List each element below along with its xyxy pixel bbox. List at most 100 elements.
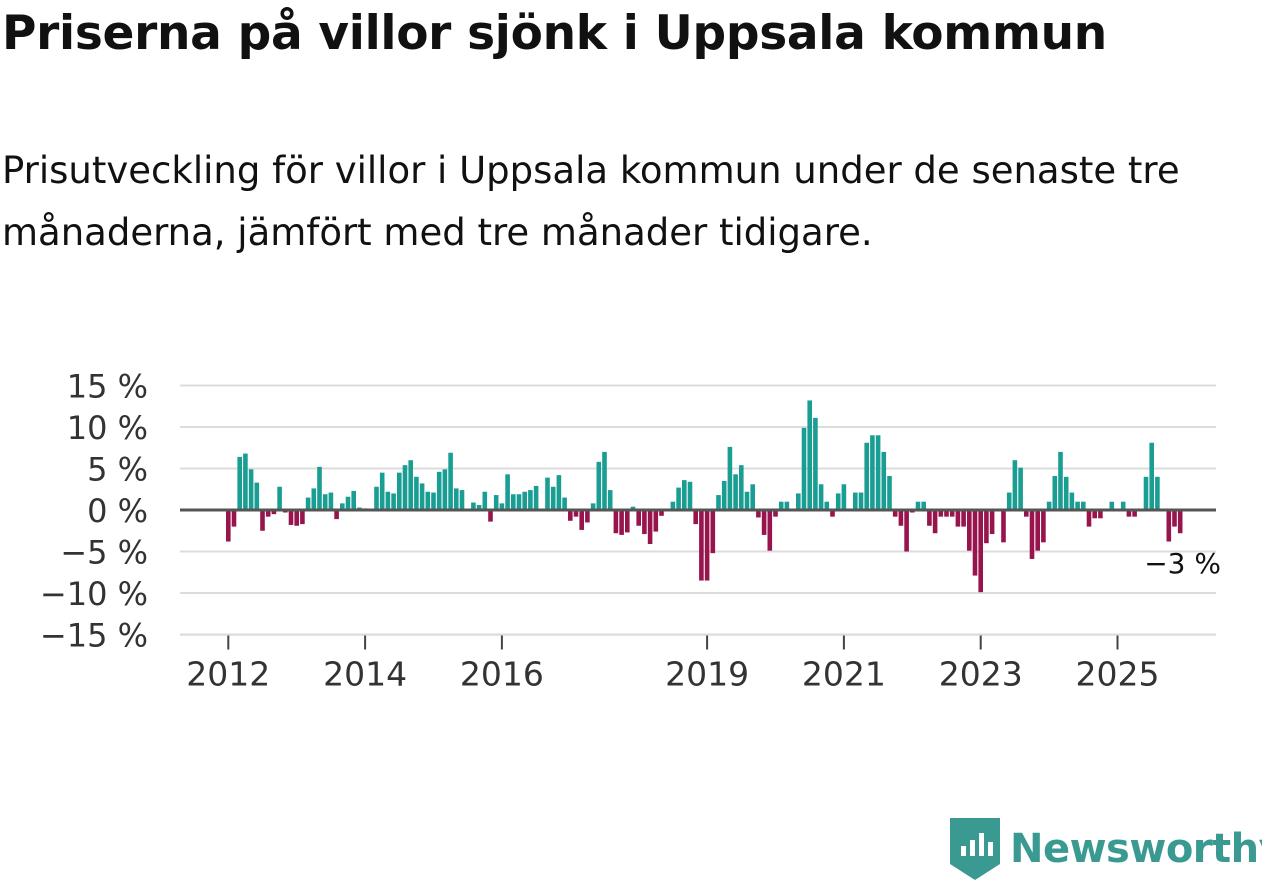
bar <box>243 453 248 510</box>
bar <box>311 488 317 510</box>
bar <box>499 503 505 510</box>
x-tick-label: 2023 <box>939 655 1023 694</box>
bar <box>949 510 955 517</box>
bar <box>835 493 841 510</box>
bar <box>505 474 510 510</box>
bar <box>938 510 944 517</box>
bar <box>1041 510 1046 543</box>
bar <box>750 484 755 510</box>
bar <box>533 485 539 510</box>
bar <box>670 501 676 510</box>
bar <box>921 501 926 510</box>
bar <box>397 472 402 510</box>
bar <box>1058 451 1063 510</box>
bar <box>699 510 704 581</box>
chart-title: Priserna på villor sjönk i Uppsala kommu… <box>2 6 1107 61</box>
bar <box>1052 475 1058 510</box>
bar <box>414 476 419 510</box>
bar <box>1092 510 1097 519</box>
bar <box>892 510 898 517</box>
bar <box>1035 510 1040 551</box>
bar <box>1120 501 1126 510</box>
bar <box>642 510 647 535</box>
bar <box>1172 510 1177 527</box>
bar <box>402 465 408 510</box>
bar-chart: 15 %10 %5 %0 %−5 %−10 %−15 % 2012 2014 201… <box>40 368 1221 694</box>
bar <box>277 486 282 510</box>
bar <box>693 510 698 525</box>
bar <box>254 482 260 510</box>
bar <box>482 491 488 510</box>
bar <box>1024 510 1029 517</box>
bar <box>761 510 767 535</box>
bar <box>887 475 892 510</box>
latest-value-label: −3 % <box>1144 547 1221 580</box>
bar <box>1126 510 1132 517</box>
bar <box>568 510 573 521</box>
bar <box>972 510 978 576</box>
y-tick-label: 10 % <box>67 409 148 447</box>
bar <box>1143 476 1149 510</box>
y-tick-label: 5 % <box>87 451 148 489</box>
bar <box>1006 492 1012 510</box>
bar <box>1012 460 1018 510</box>
bar <box>818 484 824 510</box>
bar <box>391 493 396 510</box>
bar <box>459 490 465 510</box>
bar <box>573 510 579 517</box>
bar <box>419 483 425 510</box>
bar <box>516 494 522 510</box>
bar <box>687 481 693 510</box>
bar <box>778 501 784 510</box>
bar <box>870 435 875 510</box>
bar <box>248 469 254 510</box>
y-tick-label: −15 % <box>40 617 148 655</box>
bar <box>317 466 322 510</box>
bar <box>1018 467 1023 510</box>
bar <box>647 510 653 545</box>
bar <box>436 471 442 510</box>
bar <box>875 435 881 510</box>
bar <box>374 486 379 510</box>
bar <box>556 475 562 510</box>
bar <box>773 510 778 517</box>
y-axis-labels: 15 %10 % 5 %0 % −5 %−10 % −15 % <box>40 368 148 655</box>
bar <box>1001 510 1006 543</box>
bar <box>1149 442 1154 510</box>
bar <box>944 510 949 517</box>
bar <box>767 510 773 551</box>
bar <box>522 491 527 510</box>
bar <box>619 510 624 535</box>
y-tick-label: 15 % <box>67 368 148 406</box>
bar <box>340 503 345 510</box>
bar <box>1086 510 1092 527</box>
bar <box>271 510 277 515</box>
bar <box>710 510 716 554</box>
bar <box>545 477 550 510</box>
bar <box>858 492 864 510</box>
bar <box>653 510 659 532</box>
bar <box>585 510 590 523</box>
bar <box>607 490 613 510</box>
bar <box>676 487 681 510</box>
bar <box>596 461 602 510</box>
bar <box>1109 501 1115 510</box>
bar <box>716 495 721 510</box>
y-tick-label: −10 % <box>40 575 148 613</box>
bar <box>984 510 989 544</box>
annotation-layer: −3 % <box>1144 547 1221 580</box>
x-tick-label: 2014 <box>323 655 407 694</box>
newsworthy-logo-text: Newsworthy <box>1010 826 1262 872</box>
bar <box>853 492 858 510</box>
bar <box>351 490 356 510</box>
bar <box>454 488 459 510</box>
bar <box>476 505 482 510</box>
bar <box>1081 501 1086 510</box>
bar <box>682 480 687 510</box>
bar <box>955 510 961 527</box>
bar <box>625 510 630 533</box>
bar <box>431 492 436 510</box>
bar <box>334 510 339 520</box>
bar <box>733 474 738 510</box>
bar <box>630 506 636 510</box>
